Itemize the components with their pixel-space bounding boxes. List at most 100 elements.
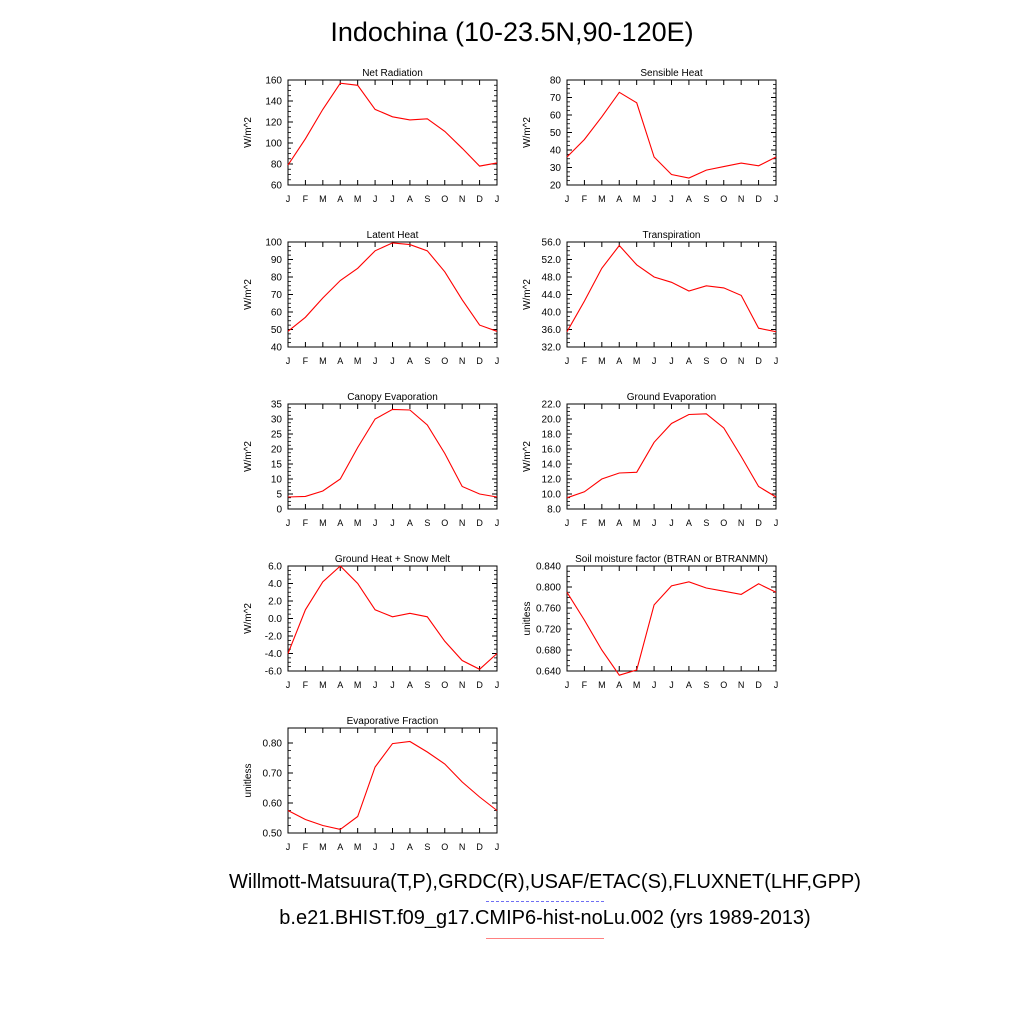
x-tick-label: A xyxy=(616,518,622,528)
x-tick-label: F xyxy=(582,680,588,690)
y-tick-label: 12.0 xyxy=(542,475,562,486)
model-series-line xyxy=(287,408,498,498)
plot-frame xyxy=(287,241,498,348)
x-tick-label: A xyxy=(407,842,413,852)
x-tick-label: J xyxy=(286,842,291,852)
x-tick-label: O xyxy=(720,680,727,690)
panel-title: Net Radiation xyxy=(362,68,423,79)
x-tick-label: J xyxy=(774,680,779,690)
obs-label: Willmott-Matsuura(T,P),GRDC(R),USAF/ETAC… xyxy=(229,871,861,893)
x-tick-label: F xyxy=(303,356,309,366)
x-tick-label: A xyxy=(616,680,622,690)
y-tick-label: 56.0 xyxy=(542,238,562,249)
y-tick-label: 18.0 xyxy=(542,430,562,441)
y-axis-label: W/m^2 xyxy=(243,279,254,310)
plot-frame xyxy=(566,241,777,348)
x-tick-label: O xyxy=(720,194,727,204)
panel-title: Transpiration xyxy=(643,230,701,241)
x-tick-label: D xyxy=(755,194,762,204)
x-tick-label: M xyxy=(319,194,327,204)
y-axis-label: W/m^2 xyxy=(243,117,254,148)
x-tick-label: J xyxy=(565,356,570,366)
x-tick-label: A xyxy=(337,842,343,852)
x-tick-label: J xyxy=(652,518,657,528)
x-tick-label: A xyxy=(686,680,692,690)
y-tick-label: 80 xyxy=(550,76,562,87)
x-tick-label: N xyxy=(459,680,466,690)
y-tick-label: 40 xyxy=(271,343,283,354)
x-tick-label: J xyxy=(669,518,674,528)
y-tick-label: 90 xyxy=(271,255,283,266)
y-tick-label: 0 xyxy=(276,505,282,516)
y-tick-label: 30 xyxy=(271,415,283,426)
y-tick-label: 22.0 xyxy=(542,400,562,411)
x-tick-label: J xyxy=(390,356,395,366)
x-tick-label: J xyxy=(495,842,500,852)
x-tick-label: A xyxy=(407,356,413,366)
x-tick-label: J xyxy=(652,680,657,690)
x-tick-label: O xyxy=(720,356,727,366)
x-tick-label: A xyxy=(337,356,343,366)
plot-frame xyxy=(566,565,777,672)
x-tick-label: O xyxy=(441,356,448,366)
y-tick-label: 15 xyxy=(271,460,283,471)
x-tick-label: J xyxy=(373,356,378,366)
plot-frame xyxy=(287,79,498,186)
x-tick-label: N xyxy=(738,518,745,528)
x-tick-label: J xyxy=(390,518,395,528)
x-tick-label: F xyxy=(303,518,309,528)
x-tick-label: J xyxy=(774,518,779,528)
plot-frame xyxy=(566,79,777,186)
y-tick-label: 44.0 xyxy=(542,290,562,301)
y-tick-label: 100 xyxy=(265,139,282,150)
model-series-line xyxy=(566,413,777,499)
y-tick-label: 50 xyxy=(271,325,283,336)
x-tick-label: A xyxy=(686,518,692,528)
x-tick-label: J xyxy=(495,356,500,366)
y-tick-label: 30 xyxy=(550,163,562,174)
x-tick-label: M xyxy=(319,842,327,852)
x-tick-label: J xyxy=(669,356,674,366)
x-tick-label: S xyxy=(424,356,430,366)
y-tick-label: 20.0 xyxy=(542,415,562,426)
x-tick-label: A xyxy=(337,194,343,204)
x-tick-label: M xyxy=(319,356,327,366)
x-tick-label: O xyxy=(441,680,448,690)
model-series-line xyxy=(566,581,777,676)
x-tick-label: J xyxy=(565,194,570,204)
model-legend-line xyxy=(486,938,604,939)
y-tick-label: 10 xyxy=(271,475,283,486)
y-tick-label: 20 xyxy=(550,181,562,192)
x-tick-label: N xyxy=(459,842,466,852)
x-tick-label: S xyxy=(703,194,709,204)
x-tick-label: J xyxy=(669,194,674,204)
y-tick-label: 4.0 xyxy=(268,579,282,590)
x-tick-label: M xyxy=(598,194,606,204)
x-tick-label: M xyxy=(354,356,362,366)
x-tick-label: S xyxy=(703,518,709,528)
x-tick-label: F xyxy=(582,194,588,204)
x-tick-label: M xyxy=(633,194,641,204)
y-tick-label: 6.0 xyxy=(268,562,282,573)
x-tick-label: A xyxy=(337,680,343,690)
y-tick-label: 2.0 xyxy=(268,597,282,608)
y-tick-label: 25 xyxy=(271,430,283,441)
x-tick-label: D xyxy=(476,680,483,690)
chart-panel: Soil moisture factor (BTRAN or BTRANMN) u… xyxy=(522,554,778,690)
x-tick-label: J xyxy=(373,842,378,852)
obs-legend-line xyxy=(486,901,604,902)
x-tick-label: N xyxy=(459,194,466,204)
x-tick-label: M xyxy=(633,356,641,366)
model-series-line xyxy=(287,82,498,167)
x-tick-label: J xyxy=(390,842,395,852)
x-tick-label: M xyxy=(598,518,606,528)
x-tick-label: J xyxy=(669,680,674,690)
x-tick-label: J xyxy=(495,680,500,690)
model-series-line xyxy=(566,91,777,179)
y-tick-label: 8.0 xyxy=(547,505,561,516)
x-tick-label: J xyxy=(565,518,570,528)
y-axis-label: W/m^2 xyxy=(243,441,254,472)
